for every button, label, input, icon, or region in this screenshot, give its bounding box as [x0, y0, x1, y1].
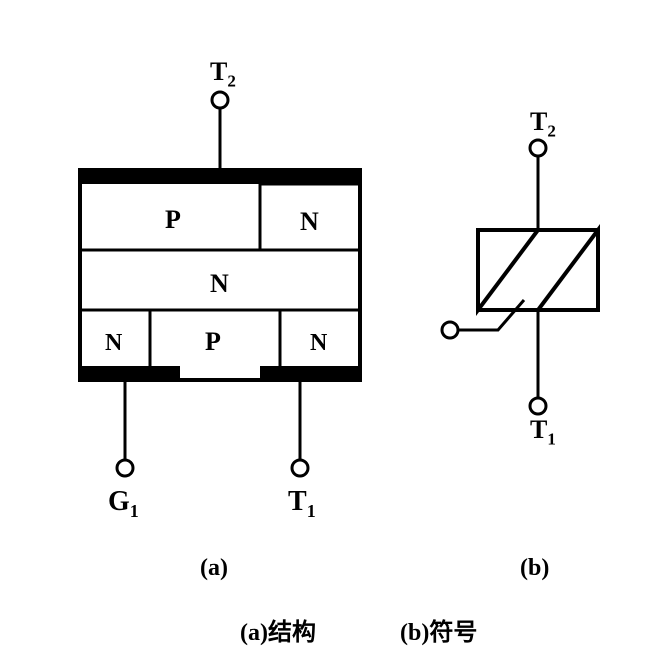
- svg-text:N: N: [310, 330, 328, 356]
- svg-text:P: P: [165, 205, 181, 234]
- svg-text:(b): (b): [520, 555, 549, 581]
- svg-text:P: P: [205, 327, 221, 356]
- svg-text:(b)符号: (b)符号: [400, 618, 477, 646]
- svg-text:N: N: [105, 330, 123, 356]
- svg-text:N: N: [300, 207, 319, 236]
- svg-text:(a)结构: (a)结构: [240, 618, 316, 646]
- svg-text:N: N: [210, 269, 229, 298]
- svg-text:(a): (a): [200, 555, 228, 581]
